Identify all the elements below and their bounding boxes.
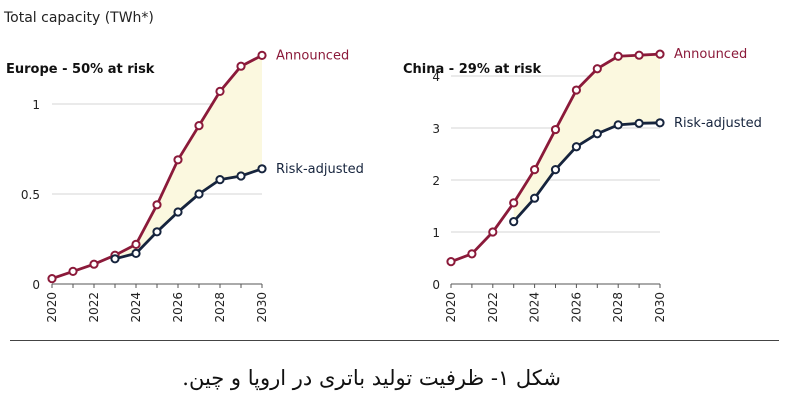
panel-europe-risk-adjusted-point [131, 248, 141, 258]
panel-europe-announced-point [152, 200, 162, 210]
china-chart: China - 29% at risk 0 1 2 3 4 2020 2022 2024 2026… [403, 47, 762, 322]
panel-china-xtick-label: 2020 [444, 292, 458, 323]
europe-chart: Europe - 50% at risk 0 0.5 1 2020 2022 2024 202… [6, 48, 364, 322]
panel-europe-announced-point [89, 259, 99, 269]
panel-china-xtick-label: 2024 [528, 292, 542, 323]
panel-europe-risk-adjusted-point [152, 227, 162, 237]
panel-europe-announced-point [131, 239, 141, 249]
panel-china-announced-point [509, 198, 519, 208]
figure-title: Total capacity (TWh*) [3, 10, 154, 26]
panel-europe-risk-adjusted-point [236, 171, 246, 181]
panel-europe-risk-adjusted-point [215, 175, 225, 185]
panel-europe-risk-adjusted-label: Risk-adjusted [276, 162, 364, 177]
panel-europe-risk-adjusted-point [173, 207, 183, 217]
panel-europe-risk-adjusted-point [110, 254, 120, 264]
panel-europe-announced-label: Announced [276, 48, 349, 63]
panel-europe-risk-adjusted-point [257, 164, 267, 174]
panel-china-xtick-label: 2026 [569, 292, 583, 323]
panel-china-announced-point [571, 85, 582, 95]
panel-china-announced-point [655, 49, 665, 59]
panel-europe-xtick-label: 2024 [129, 292, 143, 323]
panel-europe-xtick-label: 2022 [87, 292, 101, 323]
panel-europe-announced-point [47, 274, 57, 284]
panel-china-ytick-label: 2 [432, 174, 440, 188]
panel-europe-announced-point [194, 121, 204, 131]
panel-china-risk-adjusted-point [530, 193, 540, 203]
panel-china-xtick-label: 2030 [653, 292, 667, 323]
panel-china-ytick-label: 0 [432, 278, 440, 292]
figure-caption: شکل ۱- ظرفیت تولید باتری در اروپا و چین. [182, 366, 561, 390]
panel-china-ytick-label: 3 [432, 122, 440, 136]
panel-china-risk-adjusted-point [550, 165, 561, 175]
panel-china-ytick-label: 1 [432, 226, 440, 240]
panel-europe-ytick-label: 0.5 [21, 188, 40, 202]
panel-europe-xtick-label: 2028 [213, 292, 227, 323]
panel-china-risk-adjusted-point [655, 118, 665, 128]
panel-europe-announced-point [173, 155, 183, 165]
panel-china-xtick-label: 2022 [486, 292, 500, 323]
divider-line [10, 340, 779, 341]
panel-china-xtick-label: 2028 [611, 292, 625, 323]
panel-china-announced-point [488, 227, 498, 237]
panel-europe-announced-point [257, 50, 267, 61]
panel-china-risk-adjusted-point [592, 129, 602, 139]
panel-china-risk-adjusted-point [509, 217, 519, 227]
panel-europe-ytick-label: 1 [32, 98, 40, 112]
panel-europe-xtick-label: 2020 [45, 292, 59, 323]
panel-china-gap-area [513, 54, 660, 222]
panel-china-announced-point [613, 51, 623, 61]
panel-europe-announced-point [68, 266, 78, 276]
panel-china-announced-point [550, 124, 561, 135]
panel-china-announced-point [592, 64, 602, 74]
panel-china-announced-point [530, 165, 540, 175]
panel-europe-announced-point [236, 61, 246, 71]
panel-europe-xtick-label: 2030 [255, 292, 269, 323]
panel-china-risk-adjusted-point [571, 142, 582, 152]
panel-china-announced-point [634, 50, 644, 60]
panel-europe-xtick-label: 2026 [171, 292, 185, 323]
figure-canvas: Total capacity (TWh*) Europe - 50% at ri… [3, 10, 762, 323]
panel-europe-risk-adjusted-point [194, 189, 204, 199]
panel-europe-announced-point [215, 86, 225, 97]
panel-europe-gap-area [115, 55, 262, 259]
panel-china-title: China - 29% at risk [403, 62, 541, 77]
panel-europe-title: Europe - 50% at risk [6, 62, 155, 77]
panel-china-risk-adjusted-point [613, 120, 623, 130]
panel-china-announced-point [467, 249, 477, 259]
panel-china-ytick-label: 4 [432, 70, 440, 84]
panel-china-risk-adjusted-point [634, 118, 644, 128]
panel-europe-ytick-label: 0 [32, 278, 40, 292]
panel-china-announced-label: Announced [674, 47, 747, 62]
panel-china-risk-adjusted-label: Risk-adjusted [674, 116, 762, 131]
panel-china-announced-point [446, 257, 456, 267]
